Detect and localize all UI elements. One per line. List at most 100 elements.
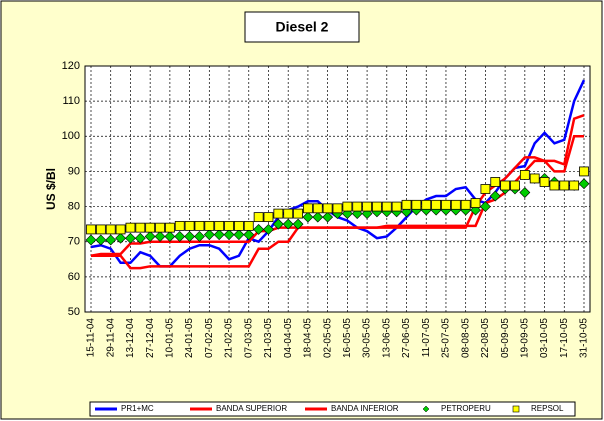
marker: [214, 220, 225, 231]
legend-box: [89, 401, 576, 417]
x-tick-label: 02-05-05: [322, 318, 333, 358]
marker: [292, 218, 304, 230]
series-line: [91, 135, 584, 270]
x-tick-label: 08-08-05: [460, 318, 471, 358]
y-tick-label: 110: [62, 95, 80, 107]
marker: [253, 223, 265, 235]
y-tick-label: 100: [62, 130, 80, 142]
x-tick-label: 18-04-05: [303, 318, 314, 358]
marker: [322, 211, 334, 223]
marker: [105, 224, 116, 235]
marker: [154, 231, 166, 242]
marker: [263, 212, 274, 223]
marker: [372, 201, 382, 212]
y-tick-label: 80: [68, 200, 80, 212]
y-tick-label: 60: [68, 271, 80, 283]
marker: [303, 203, 313, 214]
marker: [479, 201, 491, 212]
marker: [194, 231, 205, 242]
legend-label: BANDA SUPERIOR: [216, 404, 287, 413]
marker: [243, 229, 255, 241]
x-tick-label: 11-07-05: [421, 318, 432, 358]
marker: [95, 224, 106, 235]
x-tick-label: 17-10-05: [559, 318, 570, 358]
marker: [184, 220, 195, 231]
marker: [559, 180, 570, 191]
marker: [332, 203, 343, 214]
x-tick-label: 03-10-05: [539, 318, 550, 358]
marker: [500, 180, 511, 191]
marker: [549, 180, 560, 191]
marker: [470, 198, 481, 208]
marker: [155, 222, 165, 233]
x-tick-label: 05-09-05: [500, 318, 511, 358]
marker: [174, 220, 185, 231]
x-tick-label: 27-12-04: [145, 318, 156, 358]
x-tick-label: 13-12-04: [125, 318, 136, 358]
marker: [223, 229, 235, 241]
marker: [134, 232, 146, 244]
y-tick-label: 120: [62, 60, 80, 72]
marker: [401, 199, 412, 210]
x-tick-label: 07-03-05: [243, 318, 254, 358]
marker: [391, 201, 402, 212]
marker: [233, 229, 245, 241]
marker: [263, 223, 274, 235]
x-tick-label: 29-11-04: [105, 318, 116, 358]
x-tick-label: 21-03-05: [263, 318, 274, 358]
marker: [411, 199, 422, 210]
marker: [510, 180, 520, 191]
legend-swatch: [422, 405, 430, 413]
x-tick-label: 21-02-05: [224, 318, 235, 358]
marker: [312, 203, 323, 214]
marker: [145, 222, 156, 233]
marker: [164, 222, 175, 233]
marker: [164, 231, 176, 242]
marker: [490, 177, 501, 187]
marker: [125, 232, 136, 244]
marker: [519, 170, 530, 180]
marker: [539, 177, 550, 187]
marker: [125, 222, 136, 233]
marker: [362, 201, 372, 212]
marker: [342, 201, 353, 212]
marker: [569, 180, 580, 191]
marker: [293, 208, 303, 219]
x-tick-label: 30-05-05: [362, 318, 373, 358]
marker: [489, 190, 501, 202]
marker: [529, 173, 540, 184]
x-tick-label: 15-11-04: [86, 318, 97, 358]
x-tick-label: 27-06-05: [401, 318, 412, 358]
marker: [283, 208, 294, 219]
legend-label: BANDA INFERIOR: [331, 404, 399, 413]
marker: [85, 234, 97, 246]
x-tick-label: 04-04-05: [283, 318, 294, 358]
marker: [282, 218, 294, 230]
marker: [115, 224, 126, 235]
marker: [381, 201, 392, 212]
marker: [135, 222, 146, 233]
marker: [421, 199, 432, 210]
marker: [115, 232, 127, 244]
marker: [272, 218, 284, 230]
marker: [174, 231, 186, 242]
x-tick-label: 16-05-05: [342, 318, 353, 358]
marker: [204, 220, 215, 231]
x-tick-label: 25-07-05: [441, 318, 452, 358]
marker: [184, 231, 196, 242]
x-tick-label: 31-10-05: [579, 318, 590, 358]
marker: [460, 199, 471, 210]
marker: [213, 229, 225, 241]
marker: [253, 212, 264, 223]
marker: [578, 178, 590, 190]
legend-label: REPSOL: [531, 404, 564, 413]
legend-label: PR1+MC: [121, 404, 154, 413]
marker: [273, 208, 284, 219]
chart-title: Diesel 2: [276, 19, 329, 35]
y-axis-label: US $/Bl: [44, 168, 58, 210]
marker: [579, 166, 589, 177]
marker: [450, 199, 461, 210]
legend-label: PETROPERU: [441, 404, 491, 413]
marker: [95, 234, 107, 246]
